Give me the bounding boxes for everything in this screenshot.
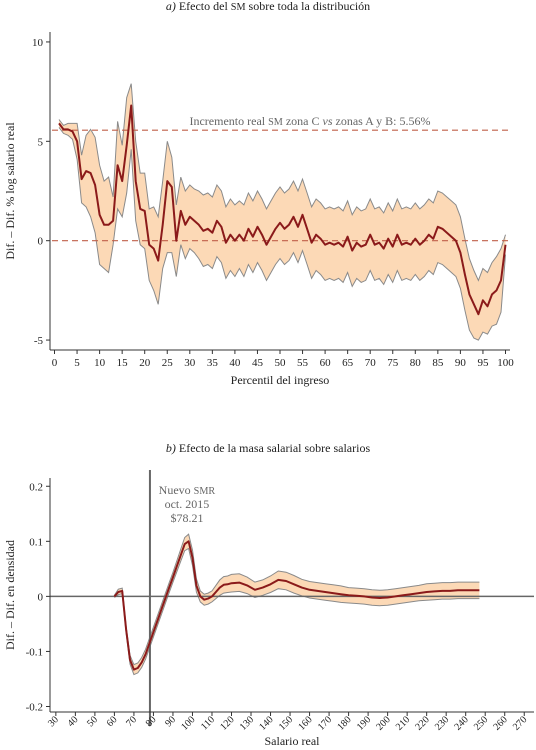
x-tick-label: 95 bbox=[477, 357, 489, 369]
text-part: zonas A y B: 5.56% bbox=[333, 114, 431, 128]
x-tick-label: 65 bbox=[342, 357, 354, 369]
smr-annotation-line: $78.21 bbox=[170, 511, 203, 525]
x-tick-label: 80 bbox=[144, 714, 159, 729]
x-tick-label: 10 bbox=[94, 357, 106, 369]
x-tick-label: 120 bbox=[218, 714, 236, 732]
x-tick-label: 160 bbox=[296, 714, 314, 732]
x-tick-label: 90 bbox=[163, 714, 178, 729]
x-tick-label: 180 bbox=[335, 714, 353, 732]
x-tick-label: 220 bbox=[413, 714, 431, 732]
x-tick-label: 15 bbox=[117, 357, 129, 369]
x-tick-label: 250 bbox=[472, 714, 490, 732]
x-tick-label: 230 bbox=[433, 714, 451, 732]
text-part: Efecto del bbox=[176, 0, 231, 13]
x-tick-label: 50 bbox=[85, 714, 100, 729]
y-axis-label: Dif. – Dif. % log salario real bbox=[3, 122, 17, 260]
x-tick-label: 5 bbox=[74, 357, 80, 369]
x-tick-label: 75 bbox=[387, 357, 399, 369]
x-tick-label: 60 bbox=[105, 714, 120, 729]
chart-title: b) Efecto de la masa salarial sobre sala… bbox=[166, 441, 371, 455]
y-tick-label: 0 bbox=[38, 236, 44, 248]
text-part: smr bbox=[194, 486, 216, 497]
text-part: Incremento real bbox=[189, 114, 268, 128]
estimate-line bbox=[58, 104, 507, 316]
chart-panel-b: b) Efecto de la masa salarial sobre sala… bbox=[3, 441, 534, 748]
x-tick-label: 45 bbox=[252, 357, 264, 369]
x-tick-label: 40 bbox=[66, 714, 81, 729]
x-tick-label: 30 bbox=[184, 357, 196, 369]
chart-panel-a: a) Efecto del sm sobre toda la distribuc… bbox=[3, 0, 514, 387]
text-part: Nuevo bbox=[159, 483, 194, 497]
x-axis-label: Salario real bbox=[265, 734, 321, 748]
y-tick-label: 10 bbox=[32, 37, 44, 49]
y-tick-label: -0.1 bbox=[26, 646, 43, 658]
confidence-band bbox=[114, 534, 480, 675]
text-part: sm bbox=[231, 2, 246, 13]
band-lower-edge bbox=[58, 127, 506, 341]
confidence-band bbox=[59, 83, 506, 341]
x-tick-label: 20 bbox=[139, 357, 151, 369]
y-tick-label: 5 bbox=[38, 136, 44, 148]
x-tick-label: 110 bbox=[199, 714, 217, 732]
estimate-line bbox=[113, 540, 480, 671]
x-tick-label: 55 bbox=[297, 357, 309, 369]
y-tick-label: 0.1 bbox=[29, 536, 43, 548]
x-tick-label: 170 bbox=[316, 714, 334, 732]
band-upper-edge bbox=[113, 533, 480, 666]
y-tick-label: -0.2 bbox=[26, 701, 43, 713]
x-tick-label: 80 bbox=[410, 357, 422, 369]
band-lower-edge bbox=[114, 547, 480, 676]
y-axis-label: Dif. – Dif. en densidad bbox=[3, 540, 17, 650]
y-tick-label: 0 bbox=[38, 591, 44, 603]
x-tick-label: 85 bbox=[432, 357, 444, 369]
x-tick-label: 260 bbox=[491, 714, 509, 732]
smr-annotation-line: Nuevo smr bbox=[159, 483, 216, 497]
x-axis-label: Percentil del ingreso bbox=[231, 373, 330, 387]
x-tick-label: 140 bbox=[257, 714, 275, 732]
y-tick-label: -5 bbox=[34, 335, 44, 347]
x-tick-label: 100 bbox=[497, 357, 514, 369]
x-tick-label: 35 bbox=[207, 357, 219, 369]
text-part: $78.21 bbox=[170, 511, 203, 525]
text-part: sobre toda la distribución bbox=[246, 0, 371, 13]
text-part: sm bbox=[268, 117, 283, 128]
x-tick-label: 50 bbox=[275, 357, 287, 369]
x-tick-label: 200 bbox=[374, 714, 392, 732]
x-tick-label: 190 bbox=[355, 714, 373, 732]
text-part: vs bbox=[323, 114, 333, 128]
text-part: zona C bbox=[283, 114, 323, 128]
x-tick-label: 90 bbox=[455, 357, 467, 369]
text-part: oct. 2015 bbox=[165, 497, 210, 511]
x-tick-label: 240 bbox=[452, 714, 470, 732]
x-tick-label: 130 bbox=[238, 714, 256, 732]
text-part: Efecto de la masa salarial sobre salario… bbox=[176, 441, 371, 455]
chart-title: a) Efecto del sm sobre toda la distribuc… bbox=[166, 0, 370, 13]
smr-annotation-line: oct. 2015 bbox=[165, 497, 210, 511]
x-tick-label: 100 bbox=[179, 714, 197, 732]
x-tick-label: 210 bbox=[394, 714, 412, 732]
x-tick-label: 70 bbox=[365, 357, 377, 369]
band-upper-edge bbox=[58, 83, 506, 282]
x-tick-label: 25 bbox=[162, 357, 174, 369]
x-tick-label: 40 bbox=[229, 357, 241, 369]
x-tick-label: 270 bbox=[511, 714, 529, 732]
text-part: b) bbox=[166, 441, 176, 455]
x-tick-label: 70 bbox=[124, 714, 139, 729]
reference-annotation: Incremento real sm zona C vs zonas A y B… bbox=[189, 114, 430, 128]
x-tick-label: 30 bbox=[46, 714, 61, 729]
y-tick-label: 0.2 bbox=[29, 481, 43, 493]
x-tick-label: 60 bbox=[320, 357, 332, 369]
x-tick-label: 0 bbox=[52, 357, 58, 369]
x-tick-label: 150 bbox=[277, 714, 295, 732]
text-part: a) bbox=[166, 0, 176, 13]
